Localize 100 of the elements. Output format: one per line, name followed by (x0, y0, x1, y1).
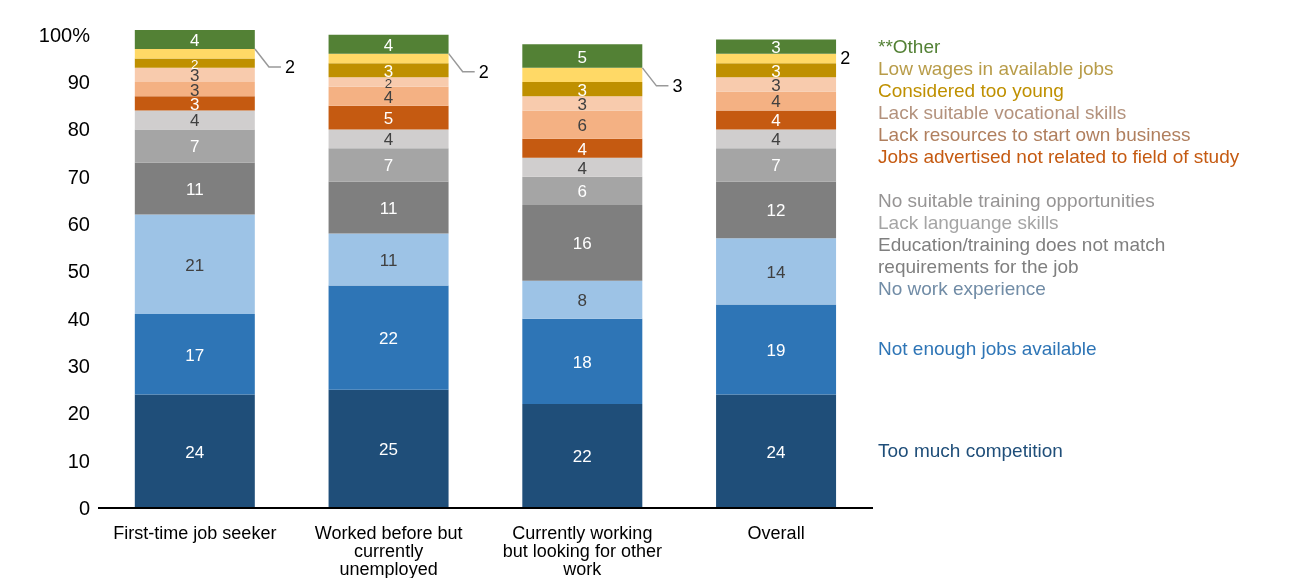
bar (328, 34, 449, 54)
data-label: 4 (383, 87, 394, 107)
y-tick-label: 20 (67, 402, 90, 425)
bar (134, 110, 255, 130)
bar (522, 157, 643, 177)
data-label: 4 (771, 111, 781, 131)
y-tick-label: 80 (67, 118, 90, 141)
data-label: 12 (766, 201, 786, 221)
bar (716, 394, 837, 508)
data-label: 24 (766, 442, 786, 462)
bar (328, 86, 449, 106)
data-label: 11 (185, 180, 204, 200)
text: Considered too young (878, 79, 1065, 102)
bar (134, 214, 255, 314)
data-label: 4 (383, 130, 394, 150)
bar (716, 129, 837, 149)
annotation: 2 (284, 56, 295, 77)
data-label: 22 (379, 329, 399, 349)
bar (328, 285, 449, 390)
data-label: 4 (190, 111, 200, 131)
bar (716, 77, 837, 92)
text: No work experience (878, 277, 1047, 300)
text: No suitable training opportunities (878, 189, 1156, 212)
text: Lack suitable vocational skills (878, 101, 1128, 124)
bar (134, 96, 255, 111)
text: Jobs advertised not related to field of study (878, 145, 1241, 168)
text: Lack resources to start own business (878, 123, 1192, 146)
data-label: 24 (185, 442, 205, 462)
bar (134, 394, 255, 508)
data-label: 5 (383, 109, 394, 129)
data-label: 4 (190, 30, 200, 50)
bar (328, 53, 449, 64)
annotation: 2 (840, 47, 851, 68)
bar (328, 63, 449, 78)
y-tick-label: 50 (67, 260, 90, 283)
data-label: 4 (771, 92, 781, 112)
data-label: 4 (771, 130, 781, 150)
bar (134, 162, 255, 215)
bar (522, 96, 643, 111)
bar (328, 129, 449, 149)
bar (522, 176, 643, 206)
text: Low wages in available jobs (878, 57, 1115, 80)
bar (522, 403, 643, 508)
x-tick-label: Currently working but looking for other work (502, 522, 662, 579)
y-tick-label: 30 (67, 355, 90, 378)
data-label: 6 (577, 116, 588, 136)
bar (328, 181, 449, 234)
x-tick-label: Worked before but currently unemployed (314, 522, 463, 579)
annotation: 3 (672, 75, 683, 96)
data-label: 16 (572, 234, 592, 254)
bar (134, 313, 255, 395)
data-label: 21 (185, 255, 205, 275)
data-label: 17 (185, 345, 205, 365)
data-label: 14 (766, 262, 786, 282)
bar (716, 181, 837, 239)
y-tick-label: 10 (67, 449, 90, 472)
data-label: 4 (577, 139, 588, 159)
bar (522, 67, 643, 83)
data-label: 22 (572, 447, 592, 467)
bar (522, 280, 643, 319)
data-label: 4 (577, 158, 588, 178)
data-label: 25 (379, 440, 399, 460)
data-label: 11 (379, 198, 398, 218)
x-tick-label: Overall (747, 522, 805, 543)
data-label: 7 (190, 137, 200, 157)
text: Not enough jobs available (878, 338, 1098, 361)
y-tick-label: 70 (67, 165, 90, 188)
bar (522, 318, 643, 404)
bar (328, 105, 449, 130)
bar (716, 110, 837, 130)
y-tick-label: 90 (67, 71, 90, 94)
annotation: 2 (478, 61, 489, 82)
data-label: 11 (379, 251, 398, 271)
bar (328, 233, 449, 286)
x-tick-label: First-time job seeker (113, 522, 277, 543)
bar (522, 110, 643, 139)
bar (716, 63, 837, 78)
bar (328, 77, 449, 87)
text: Too much competition (878, 440, 1064, 463)
y-tick-label: 60 (67, 213, 90, 236)
data-label: 7 (383, 156, 394, 176)
text: Lack languange skills (878, 211, 1060, 234)
data-label: 3 (771, 38, 781, 58)
bar (716, 148, 837, 182)
data-label: 4 (383, 35, 394, 55)
data-label: 8 (577, 291, 588, 311)
bar (522, 205, 643, 281)
data-label: 18 (572, 352, 592, 372)
data-label: 7 (771, 156, 781, 176)
bar (134, 58, 255, 68)
bar (328, 148, 449, 182)
bar (522, 82, 643, 97)
bar (522, 138, 643, 158)
text: **Other (878, 35, 942, 58)
bar (134, 48, 255, 59)
bar (716, 91, 837, 111)
bar (716, 238, 837, 305)
bar (134, 30, 255, 49)
bar (134, 129, 255, 163)
data-label: 6 (577, 182, 588, 202)
